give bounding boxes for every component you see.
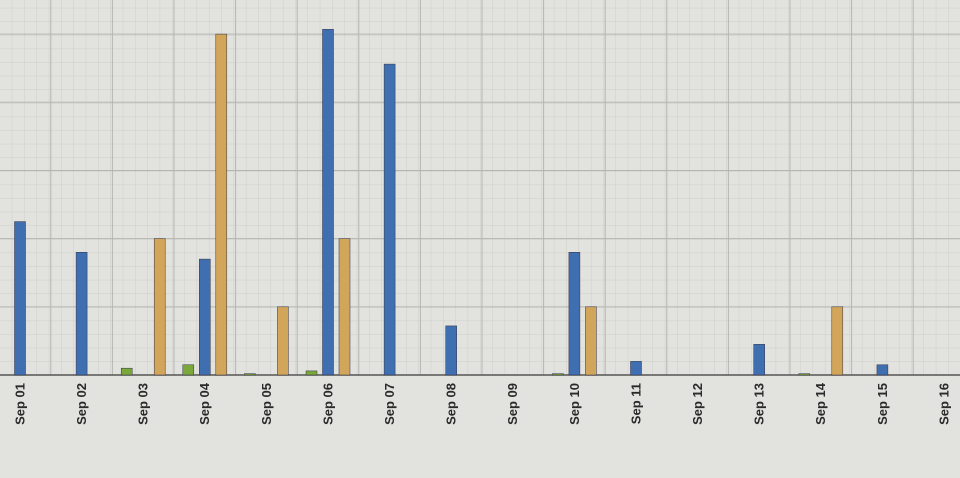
bar xyxy=(585,306,597,376)
bar xyxy=(630,361,642,376)
bar xyxy=(215,33,228,376)
bar xyxy=(445,325,457,376)
x-tick-label: Sep 03 xyxy=(136,383,151,425)
x-tick-label: Sep 06 xyxy=(320,383,335,425)
x-tick-label: Sep 13 xyxy=(752,383,767,425)
x-tick-label: Sep 02 xyxy=(74,383,89,425)
bar xyxy=(338,238,351,376)
bar xyxy=(120,367,133,376)
x-tick-label: Sep 11 xyxy=(628,383,643,424)
bar xyxy=(568,252,581,376)
bar xyxy=(182,364,195,376)
bar xyxy=(277,306,289,376)
bar xyxy=(831,306,844,376)
bar xyxy=(322,29,334,376)
bar xyxy=(305,370,318,376)
bar xyxy=(14,221,26,376)
bar xyxy=(153,238,166,376)
x-tick-label: Sep 10 xyxy=(567,383,582,425)
bar xyxy=(75,252,88,376)
bar xyxy=(383,63,396,376)
x-tick-label: Sep 04 xyxy=(197,382,212,425)
bar xyxy=(244,373,256,376)
minor-grid xyxy=(0,0,960,375)
x-tick-label: Sep 07 xyxy=(382,383,397,425)
bar xyxy=(876,364,889,376)
x-tick-label: Sep 05 xyxy=(259,383,274,425)
bar xyxy=(552,373,564,376)
bar xyxy=(753,344,765,376)
bar xyxy=(798,373,811,376)
x-tick-label: Sep 09 xyxy=(505,383,520,425)
x-tick-label: Sep 01 xyxy=(12,383,27,425)
bar xyxy=(199,258,211,376)
x-tick-label: Sep 08 xyxy=(444,383,459,425)
x-tick-label: Sep 12 xyxy=(690,383,705,425)
x-tick-label: Sep 14 xyxy=(813,382,828,425)
x-tick-label: Sep 15 xyxy=(875,383,890,425)
x-tick-label: Sep 16 xyxy=(936,383,951,425)
